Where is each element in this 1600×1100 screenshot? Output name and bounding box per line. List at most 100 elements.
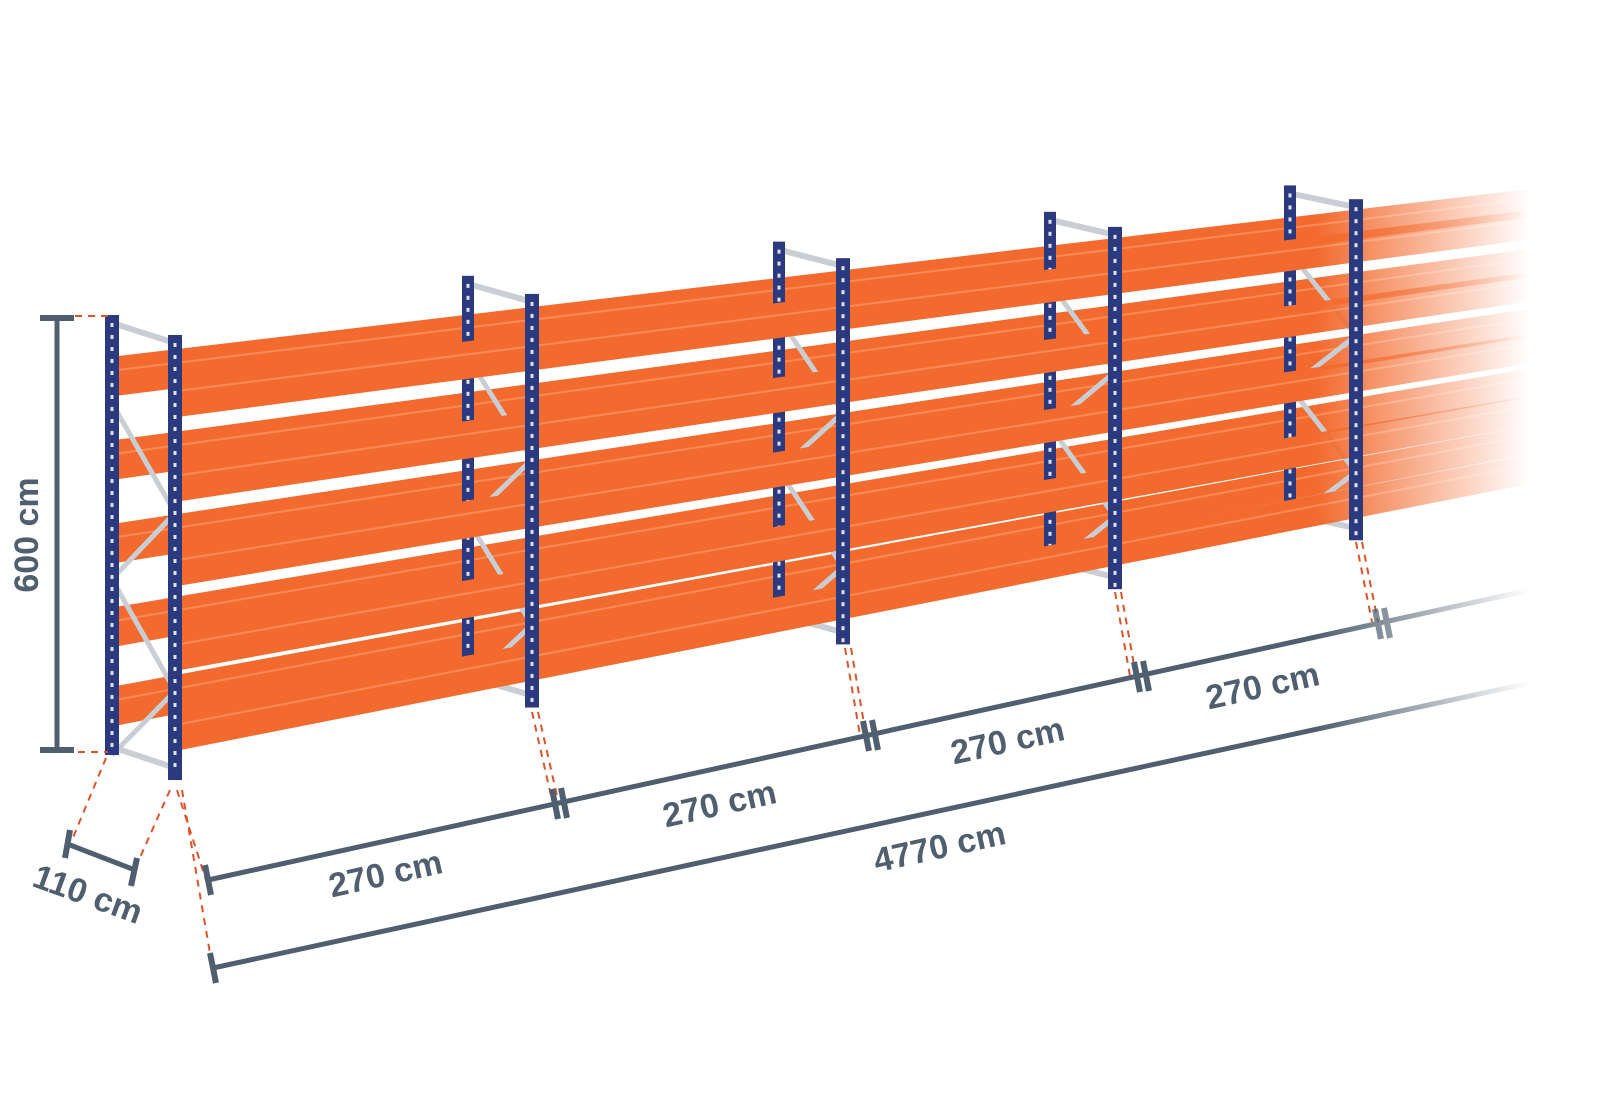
upright-hole [530, 517, 534, 522]
guide-line [181, 789, 213, 966]
upright-hole [1113, 330, 1117, 335]
upright-hole [110, 719, 114, 723]
upright-hole [530, 481, 534, 486]
upright-hole [466, 331, 470, 336]
upright-hole [1288, 409, 1292, 414]
upright-hole [530, 493, 534, 498]
upright-hole [173, 343, 177, 347]
upright-hole [1113, 462, 1117, 467]
guide-line [71, 757, 107, 841]
upright-hole [1113, 534, 1117, 539]
upright-hole [1048, 231, 1052, 236]
upright-hole [1354, 399, 1358, 404]
upright-hole [466, 307, 470, 312]
upright-hole [1113, 582, 1117, 587]
depth-cap [128, 857, 140, 887]
upright-hole [1354, 267, 1358, 272]
upright-hole [841, 602, 845, 607]
upright-hole [173, 379, 177, 383]
upright-hole [530, 313, 534, 318]
upright-hole [530, 625, 534, 630]
upright-hole [777, 441, 781, 446]
upright-hole [1048, 375, 1052, 380]
upright-hole [777, 357, 781, 362]
upright-hole [777, 489, 781, 494]
upright-hole [466, 559, 470, 564]
upright-hole [110, 611, 114, 615]
upright-hole [1354, 519, 1358, 524]
upright-hole [841, 482, 845, 487]
upright-hole [1354, 351, 1358, 356]
upright-hole [173, 523, 177, 527]
upright-hole [1354, 339, 1358, 344]
upright-hole [173, 763, 177, 767]
upright-hole [530, 637, 534, 642]
upright-hole [110, 659, 114, 663]
upright-hole [841, 338, 845, 343]
upright-hole [466, 379, 470, 384]
upright-hole [110, 647, 114, 651]
bay-tick [869, 719, 881, 751]
upright-hole [777, 261, 781, 266]
upright-hole [841, 626, 845, 631]
upright-hole [1354, 327, 1358, 332]
upright-hole [530, 445, 534, 450]
guide-line [1361, 541, 1379, 623]
upright-hole [1288, 361, 1292, 366]
upright-hole [110, 527, 114, 531]
upright-hole [1048, 315, 1052, 320]
upright-hole [1288, 481, 1292, 486]
upright-hole [841, 614, 845, 619]
upright-hole [530, 577, 534, 582]
upright-hole [1113, 234, 1117, 239]
upright-hole [110, 359, 114, 363]
upright-hole [110, 683, 114, 687]
upright-hole [1354, 531, 1358, 536]
upright-hole [1113, 294, 1117, 299]
upright-hole [1288, 193, 1292, 198]
horizontal-brace [1289, 190, 1357, 211]
upright-hole [777, 345, 781, 350]
front-beam-highlight [181, 219, 1531, 392]
upright-hole [841, 410, 845, 415]
upright-hole [1048, 471, 1052, 476]
upright-hole [173, 355, 177, 359]
upright-hole [1048, 243, 1052, 248]
upright-hole [173, 499, 177, 503]
upright-hole [173, 559, 177, 563]
diagonal-brace [110, 511, 177, 581]
upright-hole [1048, 447, 1052, 452]
upright-hole [530, 397, 534, 402]
guide-line [176, 789, 207, 881]
upright-hole [777, 417, 781, 422]
upright-hole [173, 655, 177, 659]
upright-hole [530, 385, 534, 390]
bay-tick [1131, 661, 1143, 693]
upright-hole [841, 350, 845, 355]
upright-hole [1354, 411, 1358, 416]
upright-hole [777, 297, 781, 302]
upright-hole [1354, 207, 1358, 212]
bay-tick [202, 864, 214, 896]
horizontal-brace [111, 744, 176, 771]
upright-hole [173, 607, 177, 611]
upright-hole [173, 511, 177, 515]
upright-hole [110, 443, 114, 447]
upright-hole [1354, 231, 1358, 236]
upright-hole [173, 715, 177, 719]
upright-hole [1113, 474, 1117, 479]
upright-hole [110, 335, 114, 339]
upright-hole [173, 439, 177, 443]
upright-hole [1113, 282, 1117, 287]
upright-hole [1113, 390, 1117, 395]
upright-hole [173, 619, 177, 623]
bay-tick [1372, 608, 1384, 640]
upright-hole [841, 398, 845, 403]
upright-hole [841, 566, 845, 571]
upright-hole [173, 547, 177, 551]
upright-hole [173, 643, 177, 647]
upright-hole [1354, 255, 1358, 260]
guide-line [844, 647, 861, 736]
bay-tick [558, 787, 570, 819]
upright-hole [1288, 337, 1292, 342]
